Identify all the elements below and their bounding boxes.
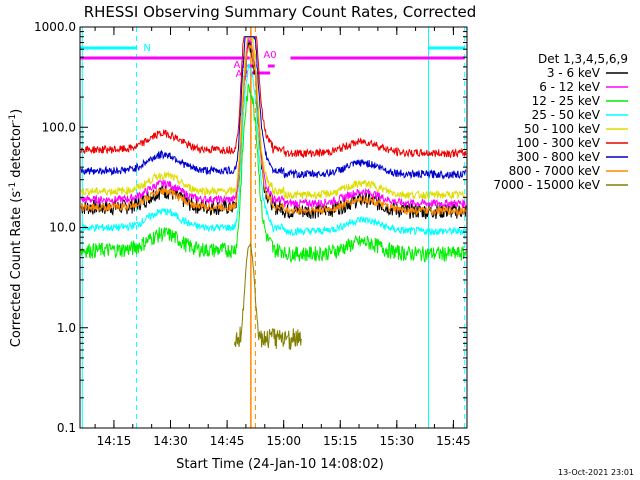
flag-label: N	[143, 43, 150, 54]
legend-entry-label: 6 - 12 keV	[539, 80, 601, 94]
legend-entry-label: 800 - 7000 keV	[509, 164, 601, 178]
y-axis-label-end: )	[9, 109, 24, 114]
legend-entry-label: 3 - 6 keV	[547, 66, 601, 80]
y-axis-label-sup1: -1	[8, 182, 18, 191]
footer-timestamp: 13-Oct-2021 23:01	[558, 468, 634, 477]
y-axis-label-sup2: -1	[8, 114, 18, 123]
x-axis: 14:15 14:30 14:45 15:00 15:15 15:30 15:45	[94, 27, 471, 448]
y-tick-label: 10.0	[49, 221, 76, 235]
y-axis-label: Corrected Count Rate (s-1 detector-1)	[8, 109, 24, 347]
legend-entry-label: 50 - 100 keV	[524, 122, 601, 136]
x-tick-label: 15:30	[380, 434, 415, 448]
series-line-5	[80, 36, 467, 159]
x-tick-label: 15:45	[436, 434, 471, 448]
x-tick-label: 14:45	[210, 434, 245, 448]
legend-entry-label: 25 - 50 keV	[532, 108, 601, 122]
series-line-3	[80, 63, 467, 237]
y-tick-label: 0.1	[57, 421, 76, 435]
series-line-6	[80, 36, 467, 180]
x-tick-label: 15:15	[323, 434, 358, 448]
y-axis: 0.1 1.0 10.0 100.0 1000.0	[34, 20, 467, 435]
series-line-8	[234, 242, 302, 350]
chart-title: RHESSI Observing Summary Count Rates, Co…	[84, 3, 477, 21]
series-line-7	[80, 43, 467, 217]
flag-label: S	[248, 35, 254, 46]
x-tick-label: 14:15	[97, 434, 132, 448]
legend-entry-label: 300 - 800 keV	[516, 150, 600, 164]
flag-label: A1	[233, 60, 246, 71]
legend-entry-label: 12 - 25 keV	[532, 94, 601, 108]
y-tick-label: 100.0	[42, 120, 76, 134]
legend-title: Det 1,3,4,5,6,9	[538, 52, 628, 66]
y-tick-label: 1.0	[57, 321, 76, 335]
y-axis-label-main: Corrected Count Rate (s	[9, 191, 24, 348]
y-tick-label: 1000.0	[34, 20, 76, 34]
x-tick-label: 15:00	[266, 434, 301, 448]
series-line-1	[80, 38, 467, 209]
series-lines	[80, 36, 467, 350]
series-line-2	[80, 83, 467, 264]
legend-entry-label: 7000 - 15000 keV	[493, 178, 600, 192]
flag-label: A0	[263, 50, 276, 61]
event-markers	[81, 27, 466, 428]
plot-frame	[79, 26, 468, 429]
legend-entry-label: 100 - 300 keV	[516, 136, 600, 150]
x-tick-label: 14:30	[153, 434, 188, 448]
x-axis-label: Start Time (24-Jan-10 14:08:02)	[176, 457, 384, 472]
series-line-4	[80, 36, 467, 201]
y-axis-label-mid: detector	[9, 122, 24, 182]
